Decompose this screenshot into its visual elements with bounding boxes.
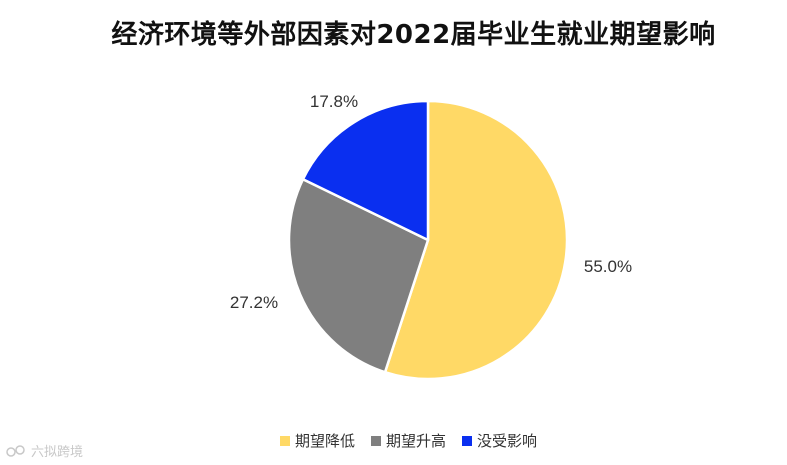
legend: 期望降低 期望升高 没受影响	[280, 430, 553, 451]
data-label-unaffected: 17.8%	[310, 92, 358, 111]
watermark-text: 六拟跨境	[31, 445, 84, 460]
legend-swatch-unaffected	[462, 435, 473, 446]
watermark: 六拟跨境	[6, 441, 83, 460]
data-label-increase: 27.2%	[230, 293, 278, 312]
chart-title: 经济环境等外部因素对2022届毕业生就业期望影响	[111, 20, 716, 50]
legend-label-decrease: 期望降低	[295, 432, 356, 450]
pie-slice-increase	[287, 177, 430, 374]
legend-swatch-decrease	[280, 435, 290, 446]
legend-item-decrease: 期望降低	[280, 430, 355, 451]
legend-label-unaffected: 没受影响	[477, 432, 538, 450]
pie-slice-decrease	[383, 99, 569, 381]
watermark-logo-icon	[6, 444, 25, 457]
legend-swatch-increase	[371, 435, 382, 446]
legend-label-increase: 期望升高	[386, 432, 447, 450]
legend-item-unaffected: 没受影响	[462, 430, 537, 451]
pie-slice-unaffected	[301, 99, 430, 242]
data-label-decrease: 55.0%	[584, 257, 632, 276]
legend-item-increase: 期望升高	[371, 430, 446, 451]
